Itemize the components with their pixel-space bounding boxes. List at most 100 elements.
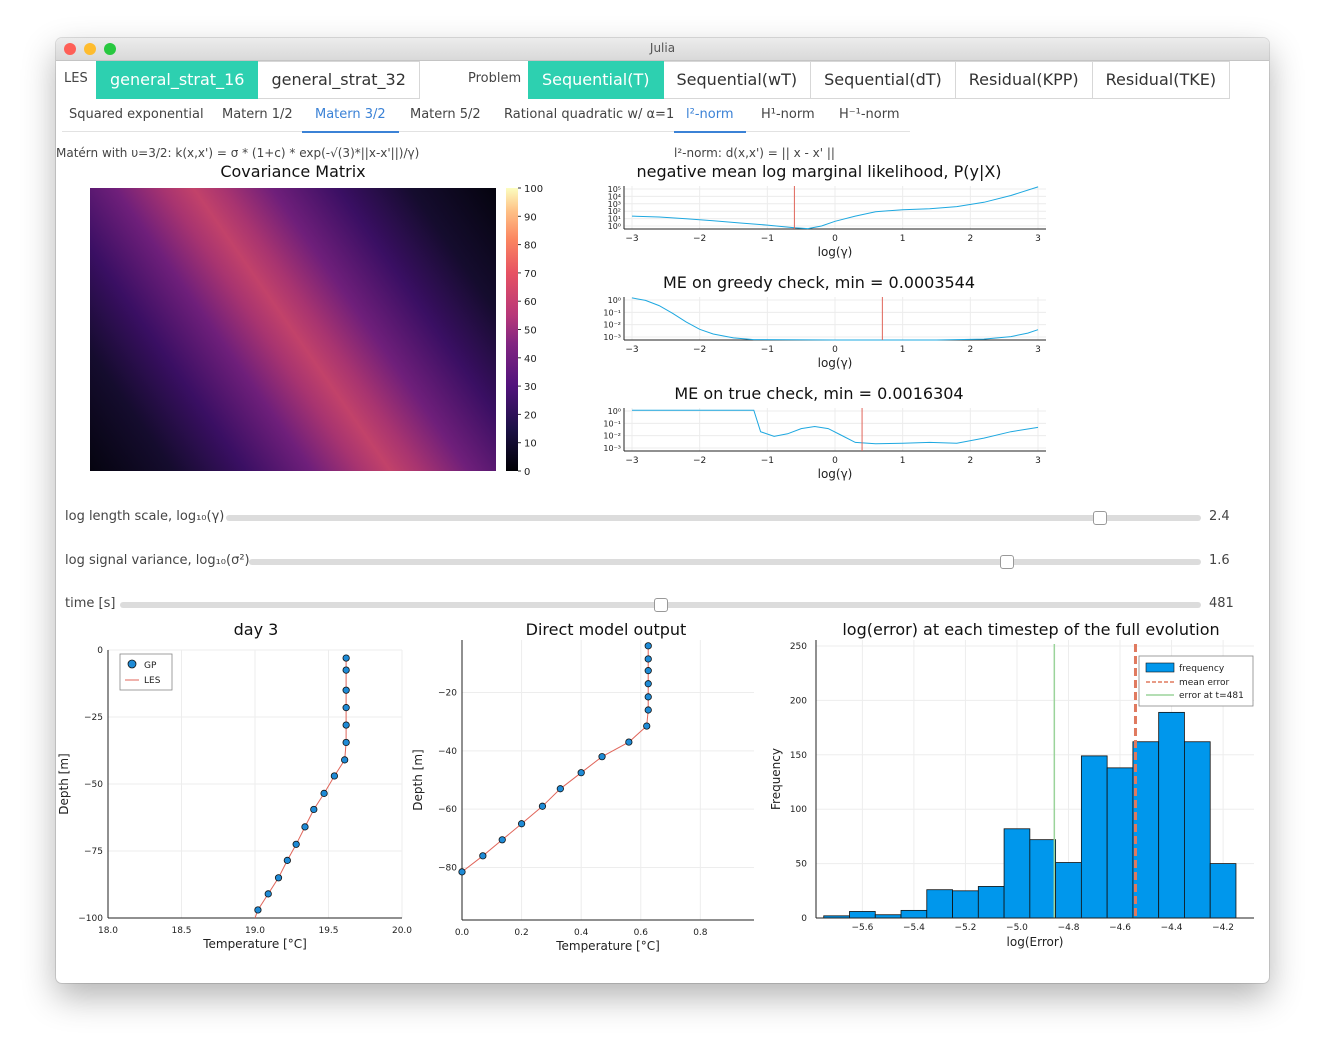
tab-general-strat-32[interactable]: general_strat_32 — [258, 61, 420, 99]
histogram-bar — [1209, 863, 1237, 919]
close-window-icon[interactable] — [64, 43, 76, 55]
colorbar-tick-label: 50 — [524, 326, 537, 337]
x-tick-label: 0.6 — [634, 928, 649, 938]
length-scale-slider[interactable] — [226, 511, 1201, 525]
gp-point — [644, 655, 652, 663]
gp-point — [643, 722, 651, 730]
x-tick-label: 0 — [832, 345, 838, 355]
curve-line — [631, 186, 1039, 230]
tab-rational-quadratic[interactable]: Rational quadratic w/ α=1 — [504, 107, 675, 122]
x-tick-label: −2 — [693, 234, 706, 244]
x-axis-label: log(γ) — [818, 356, 853, 370]
tab-matern-3-2[interactable]: Matern 3/2 — [302, 100, 399, 133]
y-tick-label: 0 — [97, 646, 103, 656]
gp-point — [625, 738, 633, 746]
y-tick-label: 10⁰ — [608, 222, 621, 231]
y-axis-label: Depth [m] — [57, 753, 71, 814]
x-tick-label: −4.6 — [1109, 923, 1131, 933]
colorbar-tick-label: 100 — [524, 184, 543, 195]
signal-variance-thumb[interactable] — [999, 555, 1014, 569]
length-scale-value: 2.4 — [1209, 509, 1230, 524]
x-tick-label: 1 — [900, 456, 906, 466]
les-profile-line — [254, 658, 347, 919]
x-tick-label: 0.4 — [574, 928, 589, 938]
kernel-formula: Matérn with υ=3/2: k(x,x') = σ * (1+c) *… — [56, 146, 420, 160]
y-tick-label: 10⁴ — [608, 192, 621, 201]
tab-matern-1-2[interactable]: Matern 1/2 — [222, 107, 293, 122]
les-profile-line — [461, 645, 649, 873]
title-bar: Julia — [56, 38, 1269, 61]
length-scale-thumb[interactable] — [1092, 511, 1107, 525]
tab-residual-kpp[interactable]: Residual(KPP) — [955, 61, 1093, 99]
tab-h1-norm[interactable]: H¹-norm — [761, 107, 815, 122]
y-tick-label: −75 — [84, 847, 103, 857]
likelihood-title: negative mean log marginal likelihood, P… — [636, 162, 1002, 181]
y-tick-label: 50 — [796, 860, 808, 870]
tab-residual-tke[interactable]: Residual(TKE) — [1092, 61, 1231, 99]
tab-sequential-t[interactable]: Sequential(T) — [528, 61, 664, 99]
gp-point — [458, 868, 466, 876]
histogram-bar — [1055, 862, 1082, 919]
x-axis-label: Temperature [°C] — [202, 937, 307, 951]
time-slider[interactable] — [120, 598, 1201, 612]
tab-l2-norm[interactable]: l²-norm — [674, 100, 746, 133]
les-tabbar: general_strat_16 general_strat_32 — [96, 61, 420, 99]
histogram-bar — [1132, 741, 1160, 919]
colorbar-tick-label: 20 — [524, 410, 537, 421]
gp-point — [644, 642, 652, 650]
gp-point — [254, 906, 262, 914]
x-tick-label: 0 — [832, 456, 838, 466]
zoom-window-icon[interactable] — [104, 43, 116, 55]
gp-point — [330, 772, 338, 780]
gp-point — [342, 654, 350, 662]
gp-point — [274, 874, 283, 882]
tab-matern-5-2[interactable]: Matern 5/2 — [410, 107, 481, 122]
colorbar-tick-label: 90 — [524, 212, 537, 223]
legend-gp-marker — [127, 659, 137, 669]
minimize-window-icon[interactable] — [84, 43, 96, 55]
histogram-bar — [1106, 767, 1134, 919]
y-tick-label: −80 — [438, 864, 457, 874]
true-check-title: ME on true check, min = 0.0016304 — [674, 384, 964, 403]
tab-sequential-wt[interactable]: Sequential(wT) — [663, 61, 812, 99]
x-tick-label: 1 — [900, 234, 906, 244]
legend-error-label: error at t=481 — [1179, 691, 1244, 701]
x-tick-label: 3 — [1035, 456, 1041, 466]
tab-general-strat-16[interactable]: general_strat_16 — [96, 61, 259, 99]
histogram-bar — [1184, 741, 1211, 919]
day-plot-title: day 3 — [233, 620, 279, 639]
y-tick-label: 10³ — [608, 200, 621, 209]
y-tick-label: 10¹ — [608, 215, 621, 224]
gp-point — [301, 823, 309, 831]
x-tick-label: 19.5 — [318, 926, 338, 936]
curve-line — [631, 297, 1039, 341]
y-tick-label: −60 — [438, 805, 457, 815]
time-thumb[interactable] — [653, 598, 668, 612]
tab-sequential-dt[interactable]: Sequential(dT) — [811, 61, 956, 99]
signal-variance-slider[interactable] — [249, 555, 1201, 569]
gp-point — [342, 686, 350, 694]
x-tick-label: −1 — [761, 456, 774, 466]
y-tick-label: 10⁻³ — [603, 333, 621, 342]
colorbar-tick-label: 30 — [524, 382, 537, 393]
x-tick-label: 3 — [1035, 234, 1041, 244]
legend-box — [119, 653, 173, 691]
x-tick-label: 2 — [967, 345, 973, 355]
histogram-title: log(error) at each timestep of the full … — [842, 620, 1220, 639]
x-axis-label: log(Error) — [1007, 935, 1064, 949]
tab-squared-exponential[interactable]: Squared exponential — [69, 107, 204, 122]
gp-point — [644, 680, 652, 688]
y-tick-label: −20 — [438, 689, 457, 699]
julia-window: Julia LES general_strat_16 general_strat… — [56, 38, 1269, 983]
tab-h-1-norm[interactable]: H⁻¹-norm — [839, 107, 900, 122]
x-tick-label: −4.4 — [1161, 923, 1183, 933]
colorbar-tick-label: 80 — [524, 241, 537, 252]
gp-point — [342, 721, 350, 729]
colorbar-tick-label: 60 — [524, 297, 537, 308]
y-tick-label: 10⁰ — [608, 296, 621, 305]
y-tick-label: 10⁻¹ — [603, 308, 621, 317]
y-tick-label: 200 — [790, 696, 807, 706]
x-tick-label: 2 — [967, 456, 973, 466]
